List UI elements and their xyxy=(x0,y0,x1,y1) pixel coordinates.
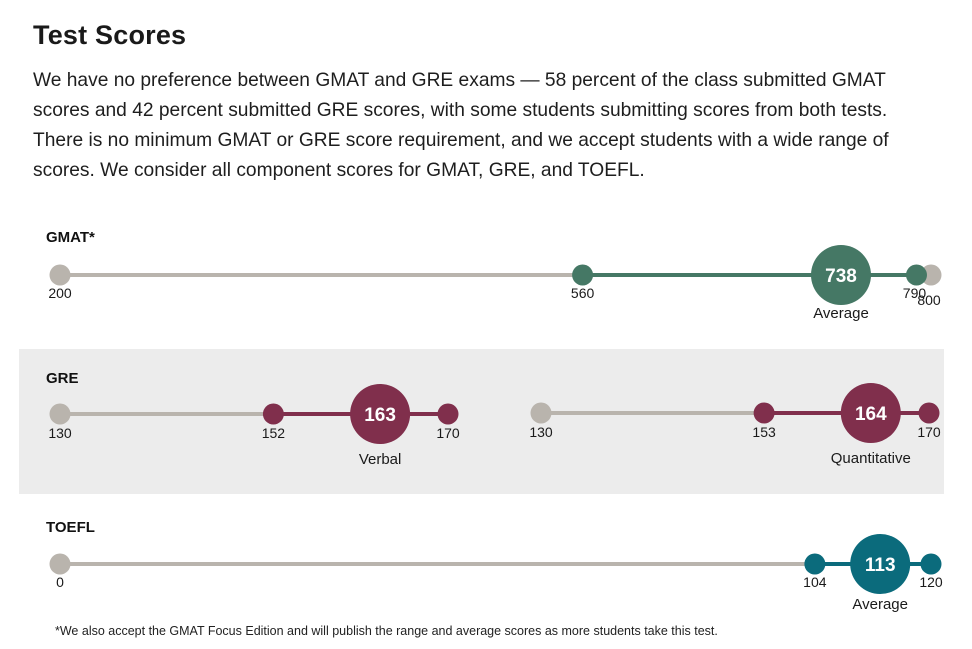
gmat-scale-min-label: 200 xyxy=(48,285,72,301)
gre-quant-average-caption: Quantitative xyxy=(831,450,911,467)
toefl-range-low-label: 104 xyxy=(803,574,827,590)
gre-quant-average-bubble xyxy=(840,383,901,443)
gre-quant-range-high-dot xyxy=(918,402,940,424)
toefl-scale-min-dot xyxy=(49,553,71,575)
gre-label: GRE xyxy=(46,370,79,387)
gmat-label: GMAT* xyxy=(46,229,95,246)
gre-quant-range-low-dot xyxy=(753,402,775,424)
gre-verbal-range-high-label: 170 xyxy=(436,425,460,441)
toefl-range-high-label: 120 xyxy=(919,574,943,590)
gmat-average-value: 738 xyxy=(825,266,857,287)
gmat-scale-min-dot xyxy=(49,264,71,286)
gmat-range-low-label: 560 xyxy=(571,285,595,301)
gre-quant-range-high-label: 170 xyxy=(917,424,941,440)
gmat-scale-max-label: 800 xyxy=(917,292,941,308)
gmat-range-high-dot xyxy=(905,264,927,286)
gre-verbal-average-caption: Verbal xyxy=(359,451,402,468)
gre-verbal-scale-min-dot xyxy=(49,403,71,425)
toefl-average-value: 113 xyxy=(865,555,896,576)
gre-quant-range-low-label: 153 xyxy=(752,424,776,440)
footnote: *We also accept the GMAT Focus Edition a… xyxy=(55,624,718,638)
gre-verbal-range-low-dot xyxy=(262,403,284,425)
gmat-average-caption: Average xyxy=(813,305,869,322)
toefl-label: TOEFL xyxy=(46,519,95,536)
gmat-scale-max-dot xyxy=(920,264,942,286)
toefl-range-high-dot xyxy=(920,553,942,575)
toefl-average-caption: Average xyxy=(852,596,908,613)
gre-verbal-range-high-dot xyxy=(437,403,459,425)
toefl-range-low-dot xyxy=(804,553,826,575)
gre-quant-scale-min-label: 130 xyxy=(529,424,553,440)
toefl-scale-min-label: 0 xyxy=(56,574,64,590)
page-title: Test Scores xyxy=(33,20,187,50)
gmat-average-bubble xyxy=(810,245,871,305)
gmat-range-high-label: 790 xyxy=(903,285,927,301)
gmat-range-low-dot xyxy=(572,264,594,286)
gre-quant-average-value: 164 xyxy=(855,404,887,425)
gre-verbal-average-value: 163 xyxy=(364,405,396,426)
gre-section-background xyxy=(19,349,944,494)
gre-verbal-average-bubble xyxy=(350,384,411,444)
toefl-average-bubble xyxy=(850,534,911,594)
intro-paragraph: We have no preference between GMAT and G… xyxy=(33,70,889,181)
gre-verbal-range-low-label: 152 xyxy=(262,425,286,441)
gre-quant-scale-min-dot xyxy=(530,402,552,424)
gre-verbal-scale-min-label: 130 xyxy=(48,425,72,441)
